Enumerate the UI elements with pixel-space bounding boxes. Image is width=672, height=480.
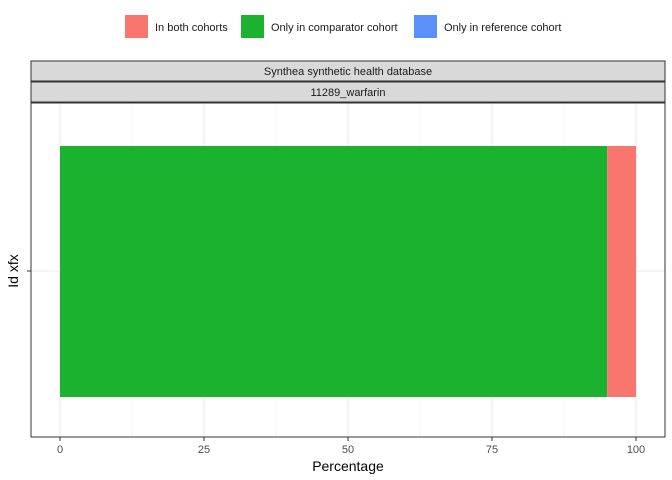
x-axis-title: Percentage — [312, 458, 384, 474]
legend: In both cohorts Only in comparator cohor… — [125, 15, 561, 38]
legend-key-reference — [414, 15, 437, 38]
plot-panel — [30, 102, 666, 438]
strip-database-bg — [30, 60, 666, 82]
x-tick-label: 0 — [57, 444, 63, 456]
x-axis: 0 25 50 75 100 — [57, 437, 645, 456]
strip-cohort-bg — [30, 81, 666, 103]
bar-segment-0 — [60, 146, 608, 397]
strip-database-label: Synthea synthetic health database — [264, 66, 432, 78]
x-tick-label: 50 — [342, 444, 354, 456]
legend-label-reference: Only in reference cohort — [444, 22, 561, 34]
y-axis-title: Id xfx — [5, 254, 21, 287]
bars — [60, 146, 636, 397]
legend-key-comparator — [241, 15, 264, 38]
bar-segment-1 — [607, 146, 636, 397]
x-tick-label: 100 — [627, 444, 645, 456]
facet-strips: Synthea synthetic health database 11289_… — [30, 60, 666, 103]
legend-label-comparator: Only in comparator cohort — [271, 22, 398, 34]
legend-key-both — [125, 15, 148, 38]
legend-label-both: In both cohorts — [155, 22, 228, 34]
x-tick-label: 75 — [486, 444, 498, 456]
x-tick-label: 25 — [198, 444, 210, 456]
strip-cohort-label: 11289_warfarin — [310, 87, 385, 99]
